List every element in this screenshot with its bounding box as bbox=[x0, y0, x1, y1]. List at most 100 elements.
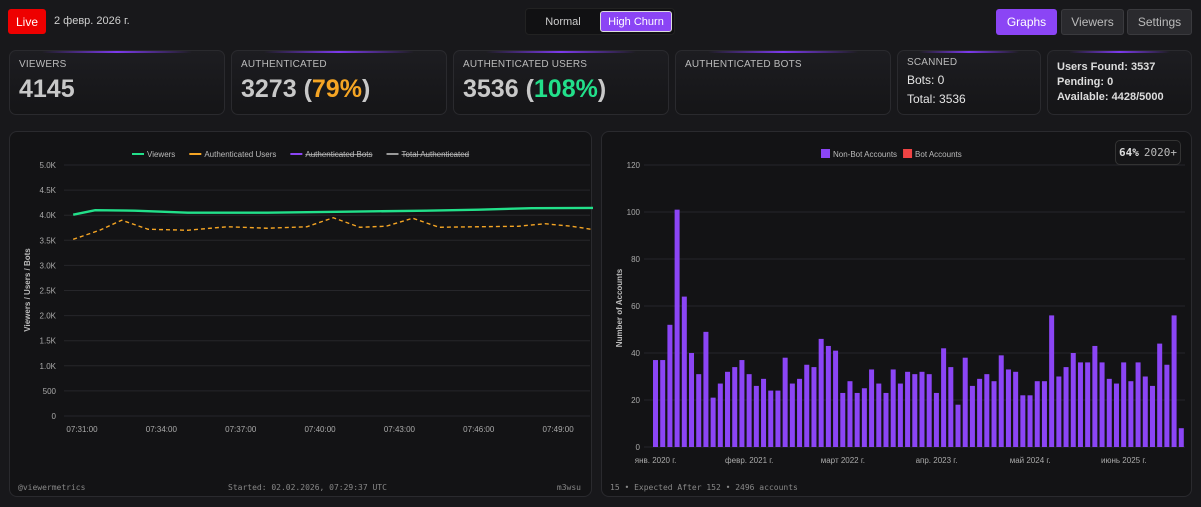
bar bbox=[912, 374, 918, 447]
bar bbox=[977, 378, 983, 447]
mode-normal-button[interactable]: Normal bbox=[545, 15, 581, 28]
bar bbox=[998, 355, 1004, 447]
bar bbox=[897, 383, 903, 447]
bar bbox=[847, 381, 853, 447]
card-label: AUTHENTICATED bbox=[241, 59, 327, 70]
viewers-card: VIEWERS 4145 bbox=[9, 50, 225, 115]
x-tick-label: февр. 2021 г. bbox=[725, 456, 773, 465]
footer-summary: 15 • Expected After 152 • 2496 accounts bbox=[610, 483, 798, 492]
bar bbox=[1092, 345, 1098, 447]
scanned-total: Total: 3536 bbox=[907, 92, 966, 106]
bar bbox=[1149, 385, 1155, 447]
card-label: AUTHENTICATED BOTS bbox=[685, 59, 802, 70]
auth-users-pct: 108% bbox=[533, 75, 598, 103]
bar bbox=[1157, 343, 1163, 447]
status-card: Users Found: 3537 Pending: 0 Available: … bbox=[1047, 50, 1192, 115]
y-tick-label: 40 bbox=[631, 349, 640, 358]
bar bbox=[703, 331, 709, 447]
bar bbox=[905, 371, 911, 447]
auth-bots-card: AUTHENTICATED BOTS bbox=[675, 50, 891, 115]
bar bbox=[1142, 376, 1148, 447]
bar bbox=[933, 392, 939, 447]
bar bbox=[833, 350, 839, 447]
legend-item-viewers: Viewers bbox=[147, 150, 175, 159]
auth-users-card: AUTHENTICATED USERS 3536 (108%) bbox=[453, 50, 669, 115]
nav-graphs-button[interactable]: Graphs bbox=[996, 9, 1057, 35]
y-axis-label: Number of Accounts bbox=[615, 268, 624, 347]
bar bbox=[1085, 362, 1091, 447]
y-tick-label: 60 bbox=[631, 302, 640, 311]
bar bbox=[660, 360, 666, 447]
y-tick-label: 2.5K bbox=[40, 287, 57, 296]
bar bbox=[1013, 371, 1019, 447]
live-badge: Live bbox=[8, 9, 46, 34]
bar bbox=[804, 364, 810, 447]
bar bbox=[768, 390, 774, 447]
bar bbox=[1005, 369, 1011, 447]
nav-settings-button[interactable]: Settings bbox=[1127, 9, 1192, 35]
x-tick-label: март 2022 г. bbox=[821, 456, 865, 465]
x-tick-label: июнь 2025 г. bbox=[1101, 456, 1146, 465]
y-tick-label: 1.0K bbox=[40, 362, 57, 371]
authenticated-card: AUTHENTICATED 3273 (79%) bbox=[231, 50, 447, 115]
bar bbox=[710, 397, 716, 447]
bar bbox=[696, 374, 702, 447]
series-line-authenticated-users bbox=[72, 216, 598, 240]
y-tick-label: 2.0K bbox=[40, 312, 57, 321]
auth-users-value: 3536 bbox=[463, 75, 519, 103]
bar bbox=[1063, 367, 1069, 447]
legend-item-total-authenticated: Total Authenticated bbox=[402, 150, 470, 159]
x-tick-label: янв. 2020 г. bbox=[635, 456, 677, 465]
bar bbox=[775, 390, 781, 447]
y-tick-label: 0 bbox=[636, 443, 641, 452]
card-label: VIEWERS bbox=[19, 59, 67, 70]
bar bbox=[717, 383, 723, 447]
bar bbox=[1034, 381, 1040, 447]
bar bbox=[746, 374, 752, 447]
y-tick-label: 20 bbox=[631, 396, 640, 405]
bar bbox=[969, 385, 975, 447]
legend-item-authenticated-bots: Authenticated Bots bbox=[305, 150, 372, 159]
card-label: SCANNED bbox=[907, 57, 958, 68]
legend-item-authenticated-users: Authenticated Users bbox=[204, 150, 276, 159]
bar bbox=[753, 385, 759, 447]
bar bbox=[725, 371, 731, 447]
scanned-bots: Bots: 0 bbox=[907, 73, 945, 87]
nav-viewers-button[interactable]: Viewers bbox=[1061, 9, 1124, 35]
bar bbox=[818, 338, 824, 447]
footer-id: m3wsu bbox=[556, 483, 581, 492]
x-tick-label: 07:31:00 bbox=[66, 425, 98, 434]
bar bbox=[869, 369, 875, 447]
y-tick-label: 4.5K bbox=[40, 186, 57, 195]
y-tick-label: 100 bbox=[627, 208, 641, 217]
card-label: AUTHENTICATED USERS bbox=[463, 59, 588, 70]
x-tick-label: 07:46:00 bbox=[463, 425, 495, 434]
viewers-value: 4145 bbox=[19, 75, 75, 103]
bar bbox=[883, 392, 889, 447]
bar bbox=[1106, 378, 1112, 447]
bar bbox=[919, 371, 925, 447]
bar bbox=[941, 348, 947, 447]
series-line-viewers bbox=[72, 206, 598, 216]
bar bbox=[1121, 362, 1127, 447]
badge-label: 2020+ bbox=[1143, 146, 1177, 159]
accounts-chart-panel: 0 20 40 60 80 100 120 Number of Accounts янв. 20… bbox=[601, 131, 1192, 497]
bar bbox=[926, 374, 932, 447]
bar bbox=[653, 360, 659, 447]
bar bbox=[1049, 315, 1055, 447]
y-tick-label: 80 bbox=[631, 255, 640, 264]
pending: Pending: 0 bbox=[1057, 76, 1114, 88]
legend-swatch bbox=[821, 149, 830, 158]
bar bbox=[948, 367, 954, 447]
y-tick-label: 3.0K bbox=[40, 261, 57, 270]
mode-high-churn-button[interactable]: High Churn bbox=[600, 11, 672, 32]
viewers-line-chart: 0 500 1.0K 1.5K 2.0K 2.5K 3.0K 3.5K 4.0K 4.5K 5.0K… bbox=[23, 150, 598, 434]
footer-started: Started: 02.02.2026, 07:29:37 UTC bbox=[228, 483, 387, 492]
y-tick-label: 4.0K bbox=[40, 211, 57, 220]
bar bbox=[732, 367, 738, 447]
bar bbox=[689, 353, 695, 447]
legend-swatch bbox=[903, 149, 913, 158]
y-tick-label: 1.5K bbox=[40, 337, 57, 346]
bar bbox=[1164, 364, 1170, 447]
bar bbox=[674, 209, 680, 447]
